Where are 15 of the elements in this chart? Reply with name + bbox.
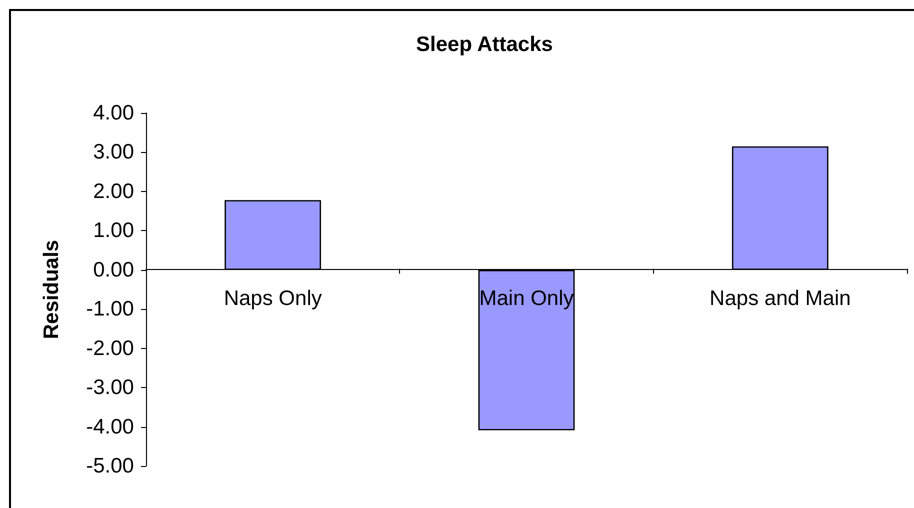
y-tick-label: -3.00 (86, 376, 134, 400)
x-tick-label: Main Only (479, 286, 574, 310)
y-tick-label: 1.00 (93, 219, 134, 242)
x-tick-label: Naps and Main (710, 286, 851, 310)
y-tick-label: -5.00 (86, 454, 134, 478)
y-tick-label: -1.00 (86, 298, 134, 321)
chart-title: Sleep Attacks (416, 33, 553, 56)
y-tick-label: 4.00 (93, 102, 134, 124)
y-tick-label: 0.00 (93, 258, 134, 282)
y-axis-title: Residuals (40, 240, 63, 340)
y-tick-label: -2.00 (86, 336, 134, 360)
y-tick-label: -4.00 (86, 415, 134, 438)
y-tick-label: 3.00 (93, 140, 134, 164)
x-tick-label: Naps Only (224, 286, 322, 310)
y-tick-label: 2.00 (93, 180, 134, 203)
